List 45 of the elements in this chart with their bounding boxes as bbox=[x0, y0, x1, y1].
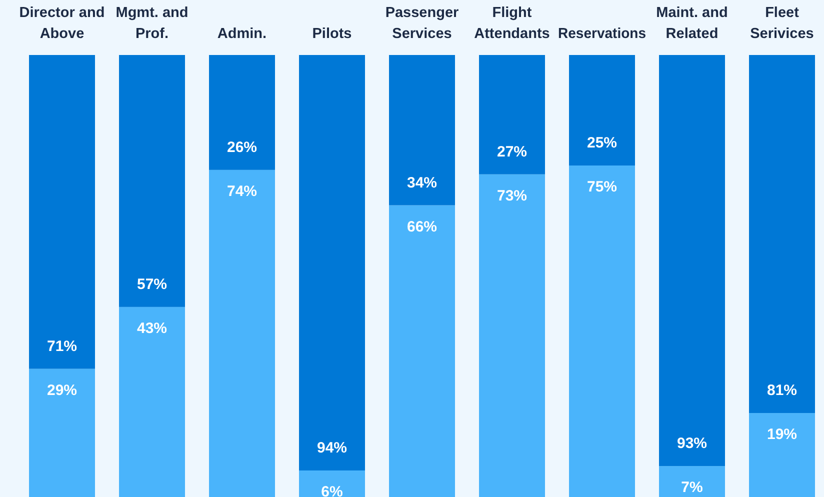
bar bbox=[119, 306, 185, 497]
data-label: 57% bbox=[136, 276, 168, 293]
x-tick-label: Admin. bbox=[217, 26, 267, 42]
bar bbox=[299, 55, 365, 470]
bar bbox=[389, 55, 455, 206]
data-label: 93% bbox=[676, 435, 708, 452]
bar bbox=[299, 470, 365, 497]
x-tick-label: Mgmt. and Prof. bbox=[116, 5, 188, 42]
bar bbox=[659, 466, 725, 497]
data-label: 34% bbox=[406, 174, 438, 192]
data-label: 66% bbox=[406, 218, 438, 236]
data-label: 75% bbox=[586, 178, 618, 196]
data-label: 27% bbox=[496, 143, 528, 160]
x-tick-label: Director and Above bbox=[19, 5, 105, 42]
bar bbox=[659, 55, 725, 466]
bar bbox=[749, 55, 815, 414]
bar bbox=[749, 413, 815, 497]
bar bbox=[569, 55, 635, 166]
bar bbox=[29, 368, 95, 497]
data-label: 7% bbox=[681, 479, 703, 496]
bar bbox=[29, 55, 95, 369]
x-tick-label: Reservations bbox=[558, 26, 650, 42]
data-label: 43% bbox=[136, 320, 168, 337]
x-tick-label: Flight Attendants bbox=[474, 5, 550, 42]
x-tick-label: Fleet Serivices bbox=[750, 5, 814, 42]
x-tick-label: Pilots bbox=[312, 26, 352, 42]
bar bbox=[119, 55, 185, 307]
data-label: 29% bbox=[46, 382, 78, 399]
data-label: 26% bbox=[226, 138, 258, 156]
bar bbox=[389, 205, 455, 497]
data-label: 94% bbox=[316, 439, 348, 456]
x-tick-label: Passenger Services bbox=[385, 5, 460, 42]
data-label: 71% bbox=[46, 338, 78, 355]
data-label: 6% bbox=[321, 483, 343, 497]
data-label: 73% bbox=[496, 187, 528, 204]
bar bbox=[479, 55, 545, 174]
data-label: 19% bbox=[766, 426, 798, 444]
data-label: 25% bbox=[586, 134, 618, 152]
data-label: 81% bbox=[766, 382, 798, 400]
bar bbox=[569, 166, 635, 497]
bar bbox=[209, 170, 275, 497]
bar bbox=[209, 55, 275, 170]
bar bbox=[479, 174, 545, 497]
data-label: 74% bbox=[226, 182, 258, 200]
x-tick-label: Maint. and Related bbox=[656, 5, 728, 42]
